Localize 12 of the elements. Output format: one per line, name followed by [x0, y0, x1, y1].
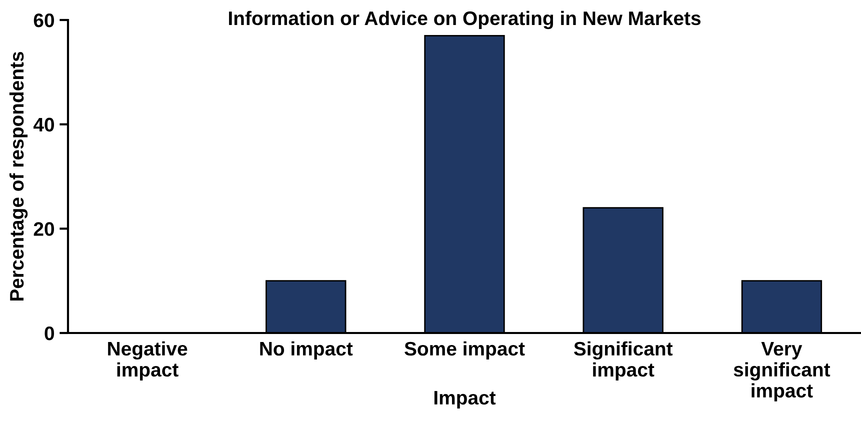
chart-title: Information or Advice on Operating in New Markets	[229, 10, 701, 30]
x-tick-label: Very significant impact	[734, 342, 830, 402]
x-axis-title: Impact	[434, 391, 496, 408]
x-tick-label: No impact	[260, 341, 353, 360]
x-tick-label: Negative impact	[108, 341, 188, 380]
y-tick-label: 40	[33, 118, 54, 132]
x-tick-label: Some impact	[404, 341, 525, 360]
y-tick-label: 0	[44, 326, 54, 340]
y-tick-label: 60	[34, 13, 54, 28]
x-tick-label: Significant impact	[574, 341, 673, 380]
y-tick-label: 20	[34, 222, 54, 236]
y-axis-title: Percentage of respondents	[9, 52, 28, 301]
